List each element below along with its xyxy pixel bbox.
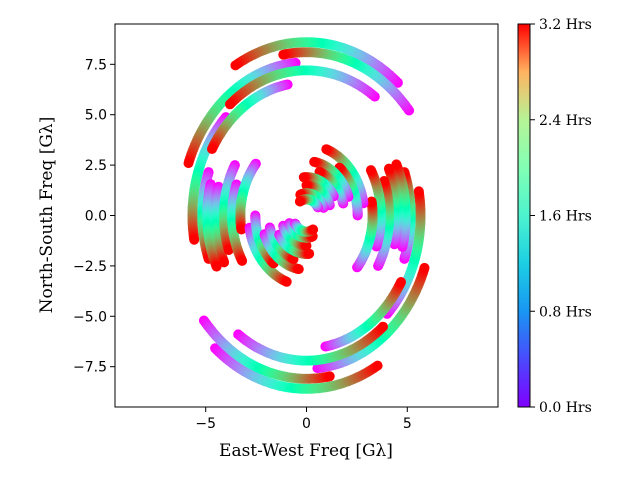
y-tick-label: 0.0 xyxy=(85,209,107,225)
uv-point xyxy=(219,257,230,268)
uv-point xyxy=(236,224,247,235)
colorbar-tick-label: 1.6 Hrs xyxy=(539,209,592,225)
colorbar xyxy=(517,23,531,408)
uv-point xyxy=(321,144,332,155)
x-tick-label: 5 xyxy=(403,416,412,432)
uv-point xyxy=(294,196,305,207)
uv-point xyxy=(304,248,315,259)
uv-point xyxy=(223,245,234,255)
y-tick-label: −5.0 xyxy=(73,309,107,325)
x-tick-label: 0 xyxy=(302,416,311,432)
uv-point xyxy=(419,262,430,273)
x-axis-ticks: −5 0 5 xyxy=(195,407,412,432)
y-axis-label: North-South Freq [Gλ] xyxy=(37,117,57,314)
uv-point xyxy=(293,264,304,275)
uv-point xyxy=(278,49,289,60)
uv-point xyxy=(413,186,424,197)
uv-point xyxy=(365,165,376,176)
colorbar-tick-label: 0.8 Hrs xyxy=(539,304,592,320)
uv-point xyxy=(298,172,309,183)
colorbar-tick-label: 2.4 Hrs xyxy=(539,113,592,129)
y-tick-label: 7.5 xyxy=(85,57,107,73)
uv-point xyxy=(301,180,312,191)
y-axis-ticks: −7.5 −5.0 −2.5 0.0 2.5 5.0 7.5 xyxy=(73,57,115,376)
colorbar-ticks: 0.0 Hrs 0.8 Hrs 1.6 Hrs 2.4 Hrs 3.2 Hrs xyxy=(530,17,592,416)
uv-point xyxy=(230,60,241,71)
uv-point xyxy=(324,371,335,382)
uv-point xyxy=(183,158,194,169)
uv-point xyxy=(309,156,320,167)
y-tick-label: −2.5 xyxy=(73,259,107,275)
colorbar-tick-label: 3.2 Hrs xyxy=(539,17,592,33)
uv-point xyxy=(237,255,248,266)
uv-point xyxy=(189,234,200,245)
uv-points xyxy=(183,37,430,394)
y-tick-label: −7.5 xyxy=(73,360,107,376)
plot-area-background xyxy=(115,24,498,407)
uv-point xyxy=(379,176,390,186)
uv-point xyxy=(372,360,383,371)
uv-point xyxy=(225,99,235,110)
uv-point xyxy=(281,276,292,287)
uv-point xyxy=(396,277,406,287)
x-axis-label: East-West Freq [Gλ] xyxy=(219,441,393,461)
uv-point xyxy=(308,224,319,235)
uv-point xyxy=(301,240,312,251)
uv-point xyxy=(378,321,388,332)
colorbar-tick-label: 0.0 Hrs xyxy=(539,400,592,416)
uv-point xyxy=(391,159,402,170)
y-tick-label: 5.0 xyxy=(85,108,107,124)
uv-point xyxy=(383,163,394,174)
uv-point xyxy=(366,196,377,207)
y-tick-label: 2.5 xyxy=(85,158,107,174)
x-tick-label: −5 xyxy=(195,416,216,432)
uv-point xyxy=(207,144,217,154)
uv-point xyxy=(211,261,222,272)
